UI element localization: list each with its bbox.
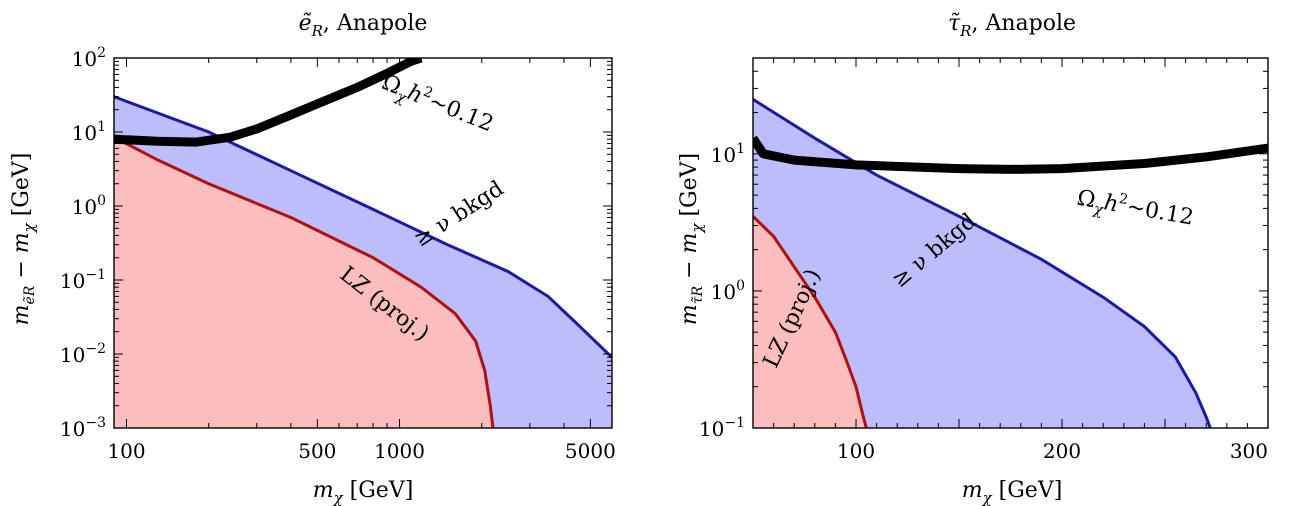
right-panel-title: τ̃R, Anapole <box>948 11 1076 40</box>
x-tick-label: 100 <box>837 439 875 463</box>
plot-area <box>753 98 1268 428</box>
y-tick-label: 100 <box>711 278 745 304</box>
x-tick-label: 5000 <box>565 439 616 463</box>
right-panel-y-axis-label: mτ̃R − mχ [GeV] <box>677 153 706 325</box>
plot-frame <box>113 57 613 429</box>
y-tick-label: 10−2 <box>60 341 106 367</box>
left-panel: ẽR, Anapole mχ [GeV] mẽR − mχ [GeV] 10−3… <box>9 11 616 506</box>
y-tick-label: 100 <box>72 193 106 219</box>
left-panel-x-axis-label: mχ [GeV] <box>313 478 414 506</box>
x-tick-label: 200 <box>1043 439 1081 463</box>
right-panel-x-axis-label: mχ [GeV] <box>962 478 1063 506</box>
relic-density-label: Ωχh2~0.12 <box>1074 184 1195 235</box>
y-tick-label: 101 <box>72 119 106 145</box>
relic-density-band <box>114 58 423 147</box>
lz-region <box>753 216 867 428</box>
nu-bkgd-line <box>114 95 612 359</box>
left-panel-y-axis-label: mẽR − mχ [GeV] <box>9 153 38 326</box>
plot-frame <box>752 57 1269 429</box>
x-tick-label: 500 <box>298 439 336 463</box>
plot-area <box>114 58 612 428</box>
right-panel: τ̃R, Anapole mχ [GeV] mτ̃R − mχ [GeV] 10… <box>677 11 1269 506</box>
left-panel-title: ẽR, Anapole <box>299 11 428 40</box>
y-tick-label: 101 <box>711 141 745 167</box>
nu-bkgd-label: ≥ ν bkgd <box>410 176 509 252</box>
relic-density-band <box>753 135 1268 174</box>
y-tick-label: 10−1 <box>699 415 745 441</box>
lz-line <box>114 135 495 428</box>
y-tick-label: 102 <box>72 45 106 71</box>
nu-bkgd-region <box>753 99 1211 428</box>
x-tick-label: 1000 <box>374 439 425 463</box>
lz-region <box>114 137 493 428</box>
relic-density-label: Ωχh2~0.12 <box>377 68 498 141</box>
lz-line <box>753 215 868 428</box>
y-tick-label: 10−1 <box>60 267 106 293</box>
y-tick-label: 10−3 <box>60 415 106 441</box>
x-tick-label: 100 <box>107 439 145 463</box>
x-tick-label: 300 <box>1230 439 1268 463</box>
